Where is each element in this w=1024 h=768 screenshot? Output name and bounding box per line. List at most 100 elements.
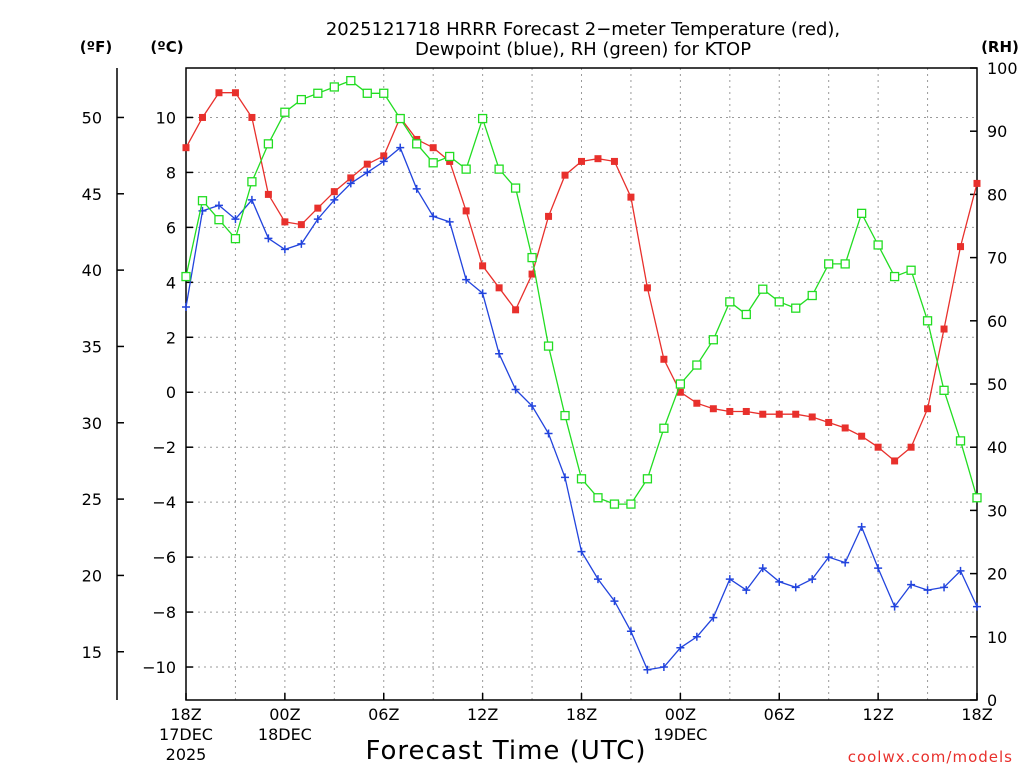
- relative-humidity-point: [197, 196, 208, 206]
- 2-meter-temperature-point: [215, 89, 223, 97]
- relative-humidity-point: [230, 233, 241, 244]
- 2-meter-temperature-point: [330, 188, 338, 196]
- rh-unit-label: (RH): [981, 38, 1019, 56]
- rh-tick-label: 40: [987, 438, 1007, 457]
- dewpoint-point: [940, 583, 949, 592]
- time-tick-label: 17DEC: [159, 725, 213, 744]
- relative-humidity-point: [412, 139, 422, 149]
- relative-humidity-point: [725, 297, 735, 307]
- dewpoint-point: [528, 401, 537, 410]
- 2-meter-temperature-point: [231, 89, 239, 97]
- rh-tick-label: 60: [987, 312, 1007, 331]
- relative-humidity-point: [791, 303, 801, 313]
- fahrenheit-tick-label: 50: [82, 108, 102, 127]
- celsius-tick-label: 2: [166, 328, 176, 347]
- dewpoint-point: [346, 179, 355, 188]
- relative-humidity-point: [972, 493, 982, 503]
- rh-tick-label: 10: [987, 628, 1007, 647]
- relative-humidity-point: [346, 75, 356, 86]
- time-tick-label: 19DEC: [653, 725, 707, 744]
- dewpoint-point: [874, 564, 883, 573]
- 2-meter-temperature-point: [825, 418, 833, 426]
- celsius-tick-label: −10: [142, 658, 176, 677]
- 2-meter-temperature-point: [380, 152, 388, 160]
- dewpoint-point: [973, 602, 981, 611]
- dewpoint-point: [379, 157, 388, 166]
- 2-meter-temperature-point: [924, 405, 932, 413]
- chart-series: [181, 75, 982, 674]
- fahrenheit-tick-label: 25: [82, 490, 102, 509]
- 2-meter-temperature-point: [429, 144, 437, 152]
- relative-humidity-point: [840, 259, 850, 269]
- relative-humidity-point: [247, 177, 257, 187]
- 2-meter-temperature-point: [726, 407, 734, 415]
- relative-humidity-point: [329, 82, 339, 92]
- 2-meter-temperature-point: [512, 306, 520, 314]
- time-tick-label: 12Z: [862, 705, 893, 724]
- dewpoint-point: [264, 234, 273, 243]
- dewpoint-point: [890, 602, 899, 611]
- rh-tick-label: 90: [987, 122, 1007, 141]
- dewpoint-point: [182, 303, 190, 312]
- dewpoint-point: [363, 168, 372, 177]
- dewpoint-point: [956, 566, 965, 575]
- 2-meter-temperature-point: [347, 174, 355, 182]
- 2-meter-temperature-point: [314, 204, 322, 212]
- dewpoint-point: [742, 586, 751, 595]
- relative-humidity-point: [856, 208, 867, 219]
- time-tick-label: 2025: [166, 745, 207, 764]
- relative-humidity-point: [593, 493, 603, 503]
- relative-humidity-point: [692, 360, 702, 370]
- dewpoint-point: [544, 429, 553, 438]
- 2-meter-temperature-point: [676, 388, 684, 396]
- 2-meter-temperature-point: [808, 413, 816, 421]
- 2-meter-temperature-point: [858, 432, 866, 440]
- 2-meter-temperature-point: [874, 443, 882, 451]
- relative-humidity-point: [313, 88, 323, 98]
- 2-meter-temperature-point: [363, 160, 371, 168]
- relative-humidity-point: [824, 259, 834, 269]
- dewpoint-point: [923, 586, 932, 595]
- time-tick-label: 18Z: [961, 705, 992, 724]
- credit-label: coolwx.com/models: [848, 748, 1013, 766]
- dewpoint-point: [626, 627, 635, 636]
- dewpoint-point: [214, 201, 223, 210]
- fahrenheit-tick-label: 30: [82, 414, 102, 433]
- dewpoint-point: [610, 597, 619, 606]
- relative-humidity-point: [889, 271, 900, 282]
- dewpoint-point: [462, 275, 471, 284]
- 2-meter-temperature-point: [957, 243, 965, 251]
- 2-meter-temperature-point: [907, 443, 915, 451]
- celsius-tick-label: 4: [166, 273, 176, 292]
- relative-humidity-point: [477, 113, 488, 124]
- dewpoint-point: [577, 547, 586, 556]
- dewpoint-point: [725, 575, 734, 584]
- rh-tick-label: 30: [987, 501, 1007, 520]
- relative-humidity-point: [626, 499, 636, 509]
- relative-humidity-point: [774, 297, 784, 307]
- time-tick-label: 18Z: [566, 705, 597, 724]
- 2-meter-temperature-point: [891, 457, 899, 465]
- relative-humidity-point: [741, 309, 751, 320]
- 2-meter-temperature-point: [940, 325, 948, 333]
- 2-meter-temperature-point: [495, 284, 503, 292]
- dewpoint-point: [396, 143, 405, 152]
- chart-title-line2: Dewpoint (blue), RH (green) for KTOP: [415, 39, 751, 60]
- dewpoint-point: [247, 195, 256, 204]
- 2-meter-temperature-point: [561, 171, 569, 179]
- relative-humidity-point: [445, 151, 455, 162]
- fahrenheit-tick-label: 40: [82, 261, 102, 280]
- 2-meter-temperature-point: [973, 179, 981, 187]
- 2-meter-temperature-point: [264, 190, 272, 198]
- 2-meter-temperature-point: [182, 144, 190, 152]
- relative-humidity-point: [379, 88, 389, 98]
- 2-meter-temperature-point: [693, 399, 701, 407]
- fahrenheit-unit-label: (ºF): [80, 38, 112, 56]
- 2-meter-temperature-point: [759, 410, 767, 418]
- relative-humidity-point: [461, 164, 471, 174]
- dewpoint-point: [478, 289, 487, 298]
- relative-humidity-point: [873, 240, 883, 250]
- time-tick-label: 06Z: [764, 705, 795, 724]
